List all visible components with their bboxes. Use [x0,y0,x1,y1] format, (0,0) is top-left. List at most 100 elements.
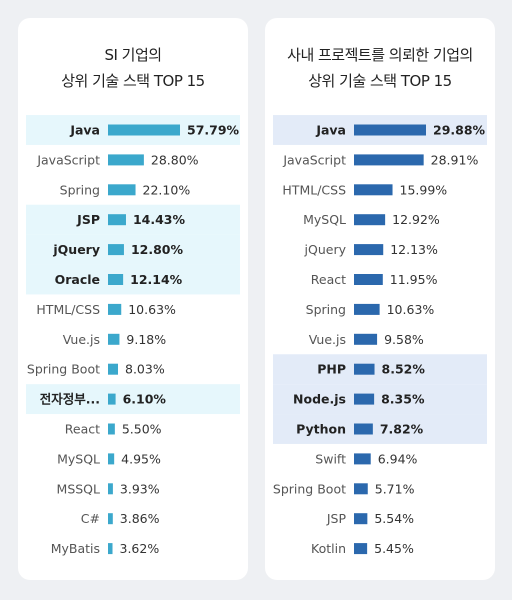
value-label: 22.10% [143,182,191,197]
value-label: 9.18% [126,332,166,347]
value-label: 5.71% [375,481,415,496]
bar [108,423,115,435]
category-label: MyBatis [51,541,100,556]
bar [108,244,124,256]
highlight-band [26,204,240,235]
bar [108,184,136,196]
value-label: 3.93% [120,481,160,496]
category-label: Spring Boot [27,362,100,377]
category-label: 전자정부... [40,392,100,407]
bar [108,513,113,525]
bar [108,124,180,136]
value-label: 11.95% [390,272,438,287]
bar [354,274,383,285]
bar [354,154,424,166]
bar [354,483,368,495]
value-label: 4.95% [121,451,161,466]
value-label: 28.91% [431,152,479,167]
value-label: 3.62% [120,541,160,556]
category-label: React [311,272,346,287]
category-label: PHP [317,362,346,377]
value-label: 6.10% [123,392,167,407]
category-label: Vue.js [63,332,100,347]
chart-title-line-1: 사내 프로젝트를 의뢰한 기업의 [287,46,473,64]
value-label: 3.86% [120,511,160,526]
bar [354,244,384,256]
category-label: Oracle [55,272,100,287]
category-label: JavaScript [36,152,100,167]
chart-card-inhouse-clients: 사내 프로젝트를 의뢰한 기업의 상위 기술 스택 TOP 15 Java 29.… [265,18,495,580]
category-label: MSSQL [57,481,100,496]
bar [108,214,126,226]
bar [354,303,380,315]
chart-title-line-2: 상위 기술 스택 TOP 15 [308,72,452,90]
value-label: 12.80% [131,242,184,257]
category-label: JavaScript [282,152,346,167]
value-label: 7.82% [380,422,424,437]
value-label: 9.58% [384,332,424,347]
bar-chart-si-companies: Java 57.79% JavaScript 28.80% Spring 22.10% JS… [26,115,240,556]
category-label: jQuery [304,242,347,257]
bar [108,154,144,166]
value-label: 8.35% [381,392,425,407]
category-label: C# [81,511,100,526]
value-label: 8.03% [125,362,165,377]
bar [108,393,116,405]
category-label: Spring [60,182,100,197]
value-label: 10.63% [128,302,176,317]
value-label: 14.43% [133,212,186,227]
bar [354,184,393,196]
bar [108,333,120,345]
bar [354,363,375,375]
category-label: Node.js [293,392,346,407]
category-label: React [65,422,100,437]
highlight-band [26,234,240,265]
bar [108,483,113,495]
bar [354,453,371,465]
category-label: Java [315,123,346,138]
category-label: JSP [76,212,100,227]
highlight-band [273,384,487,415]
category-label: jQuery [52,242,100,257]
bar [354,423,373,435]
category-label: Spring Boot [273,481,346,496]
value-label: 8.52% [382,362,426,377]
highlight-band [273,414,487,444]
bar [108,453,115,465]
bar [354,543,368,555]
highlight-band [26,384,240,415]
value-label: 29.88% [433,123,486,138]
value-label: 57.79% [187,123,240,138]
bar [354,393,375,405]
chart-title-line-2: 상위 기술 스택 TOP 15 [61,72,205,90]
category-label: Swift [315,451,346,466]
category-label: MySQL [303,212,346,227]
value-label: 5.54% [374,511,414,526]
category-label: JSP [326,511,347,526]
value-label: 5.45% [374,541,414,556]
value-label: 12.13% [390,242,438,257]
highlight-band [273,354,487,385]
value-label: 12.92% [392,212,440,227]
bar [108,303,122,315]
category-label: Python [296,422,346,437]
value-label: 28.80% [151,152,199,167]
bar [354,513,368,525]
highlight-band [26,264,240,295]
category-label: HTML/CSS [282,182,346,197]
category-label: Java [69,123,100,138]
category-label: Kotlin [311,541,346,556]
category-label: Vue.js [309,332,346,347]
bar [108,274,124,285]
bar [108,543,113,555]
chart-card-si-companies: SI 기업의 상위 기술 스택 TOP 15 Java 57.79% JavaScr… [18,18,248,580]
bar [354,214,386,226]
value-label: 15.99% [400,182,448,197]
value-label: 12.14% [130,272,183,287]
value-label: 10.63% [387,302,435,317]
bar [108,363,119,375]
category-label: MySQL [57,451,100,466]
bar [354,333,378,345]
category-label: HTML/CSS [36,302,100,317]
value-label: 5.50% [122,422,162,437]
